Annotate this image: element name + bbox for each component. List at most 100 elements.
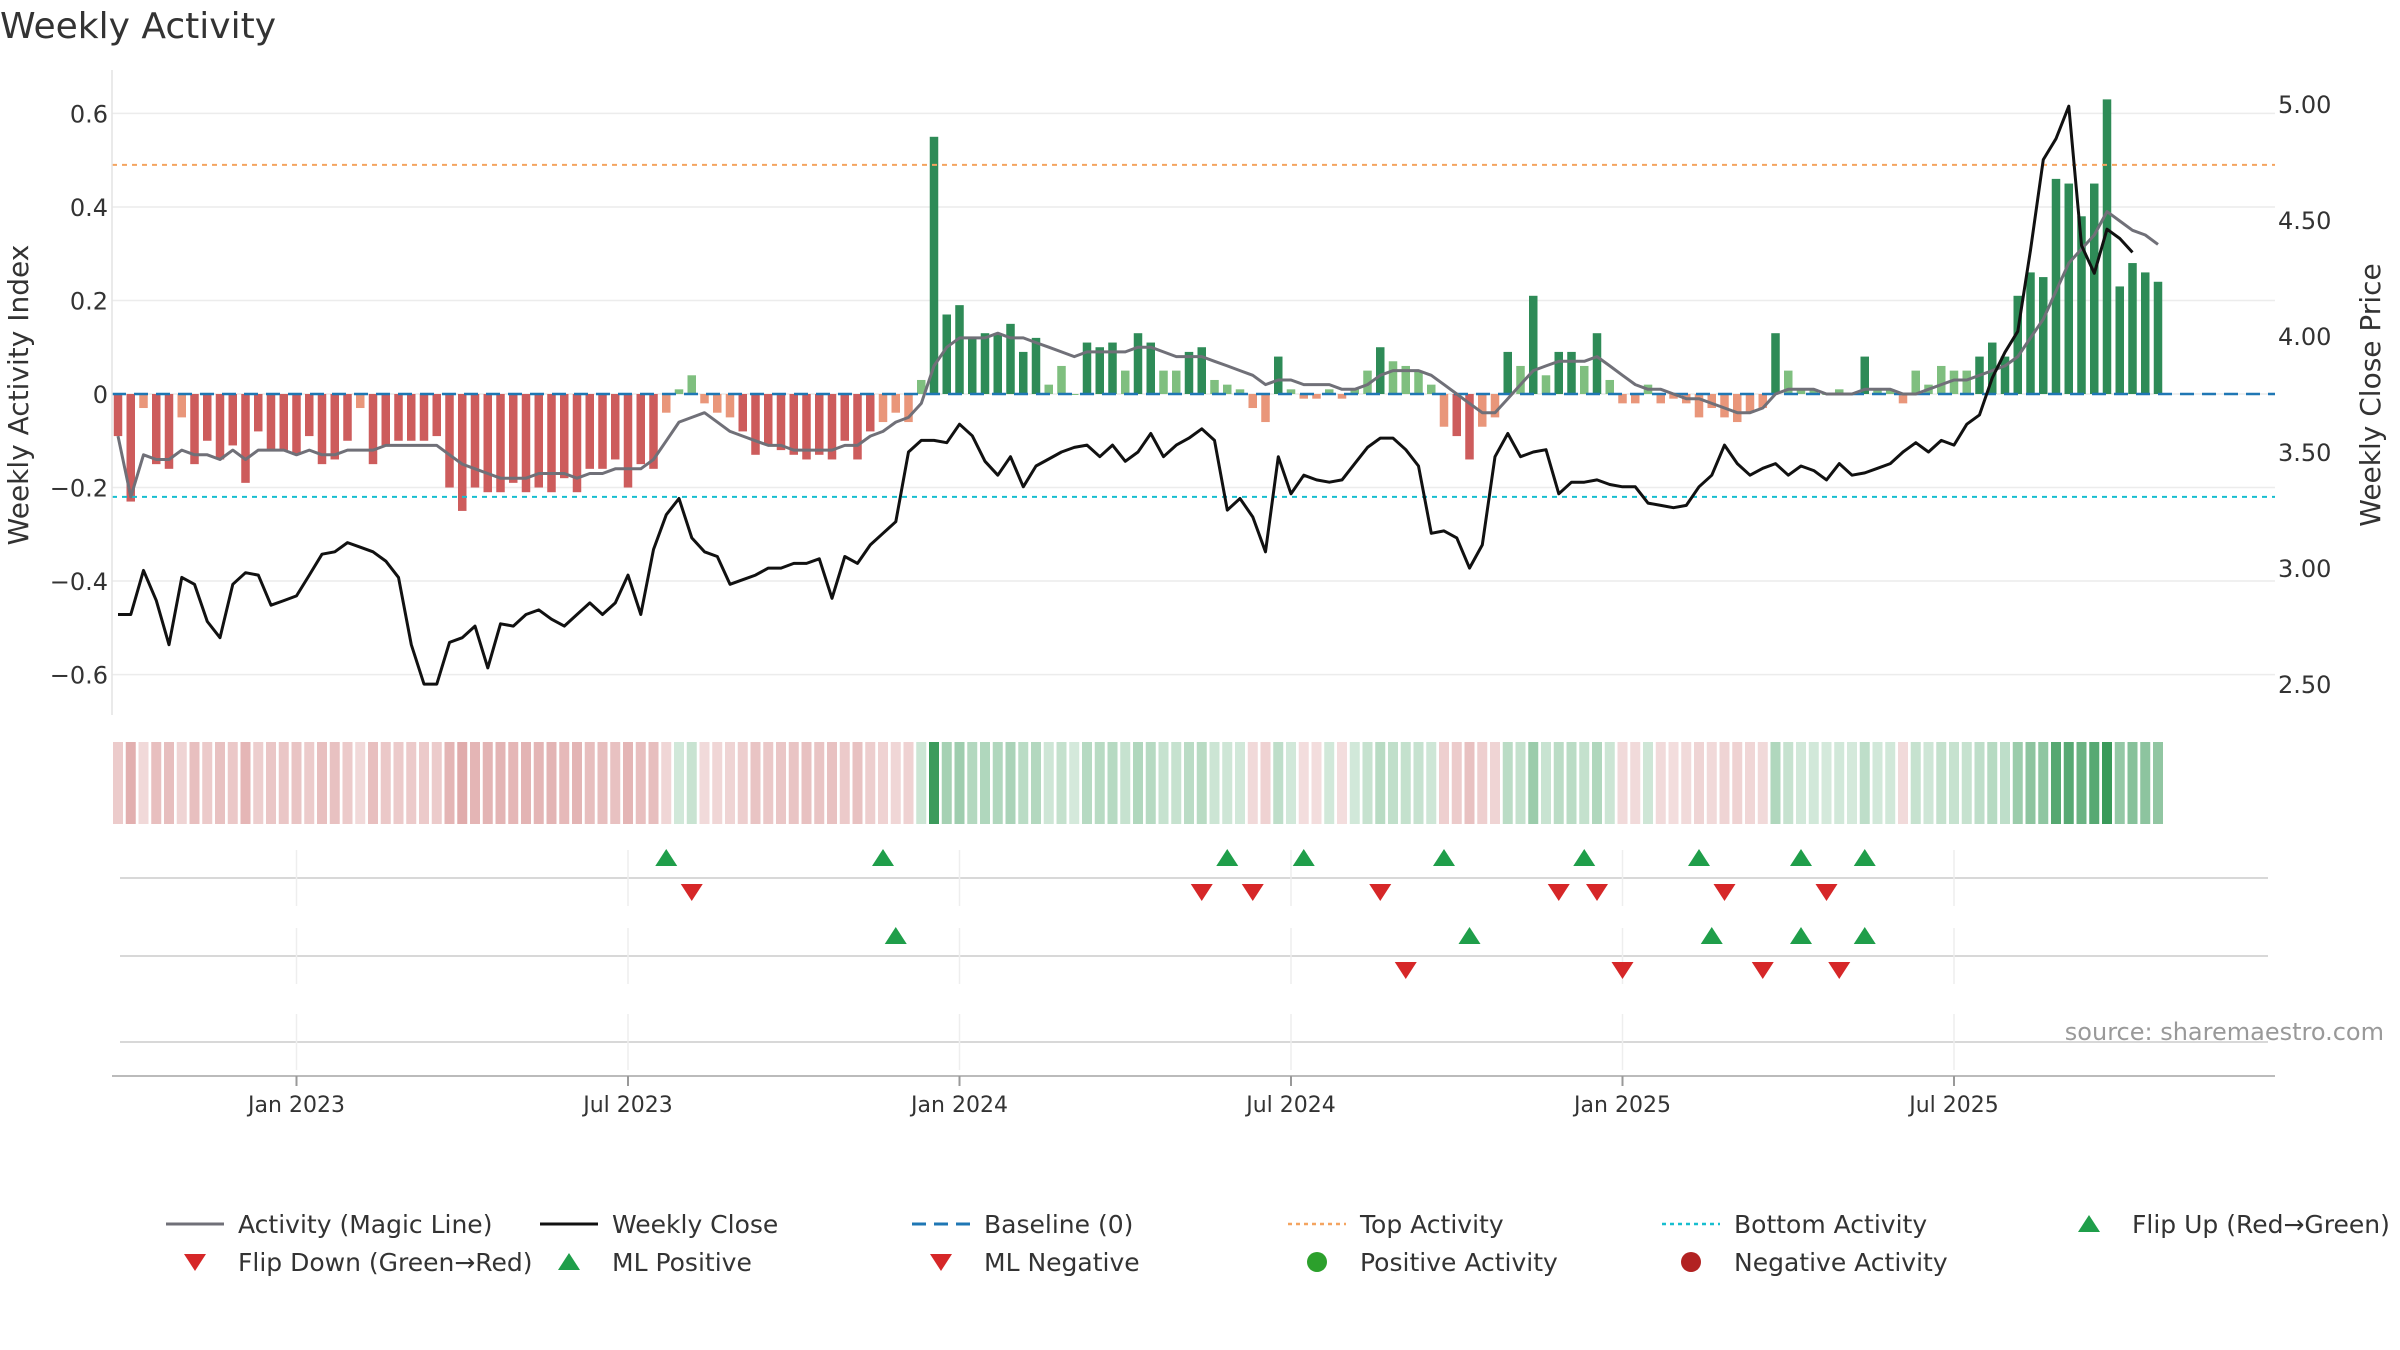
activity-bar	[789, 394, 798, 455]
activity-bar	[1312, 394, 1321, 399]
activity-bar	[483, 394, 492, 493]
activity-strip-cell	[2114, 742, 2125, 824]
activity-bar	[2064, 183, 2073, 394]
activity-bar	[215, 394, 225, 460]
activity-strip-cell	[1885, 742, 1896, 824]
activity-strip-cell	[2140, 742, 2151, 824]
activity-bar	[725, 394, 735, 418]
activity-bar	[1248, 394, 1257, 409]
activity-strip-cell	[329, 742, 340, 824]
activity-strip-cell	[1413, 742, 1424, 824]
x-tick-label: Jan 2024	[909, 1093, 1008, 1118]
activity-bar	[764, 394, 773, 446]
activity-strip-cell	[1987, 742, 1998, 824]
y-left-tick-label: 0.2	[70, 287, 108, 315]
activity-strip-cell	[546, 742, 557, 824]
activity-bar	[598, 394, 607, 469]
activity-strip-cell	[1043, 742, 1054, 824]
activity-strip-cell	[2076, 742, 2087, 824]
activity-bar	[1937, 365, 1946, 394]
activity-strip-cell	[1477, 742, 1488, 824]
activity-bar	[713, 394, 722, 413]
activity-bar	[1082, 342, 1092, 394]
activity-bar	[1337, 394, 1347, 399]
activity-strip-cell	[444, 742, 455, 824]
series-lines	[116, 104, 2159, 686]
y-left-tick-label: −0.4	[50, 568, 108, 596]
activity-bar	[381, 394, 390, 446]
activity-bar	[572, 394, 582, 493]
activity-strip-cell	[164, 742, 174, 824]
activity-strip-cell	[2051, 742, 2061, 824]
activity-bar	[1886, 389, 1895, 394]
activity-strip-cell	[1311, 742, 1322, 824]
activity-strip-cell	[623, 742, 633, 824]
activity-bar	[1210, 379, 1219, 394]
activity-strip-cell	[1757, 742, 1768, 824]
activity-strip-cell	[1719, 742, 1730, 824]
activity-bar	[343, 394, 352, 441]
activity-strip-cell	[929, 742, 939, 824]
activity-bar	[445, 394, 454, 488]
activity-strip-cell	[1502, 742, 1513, 824]
activity-strip-cell	[138, 742, 149, 824]
flip-up-marker	[872, 849, 894, 866]
activity-strip-cell	[699, 742, 710, 824]
activity-strip-cell	[737, 742, 748, 824]
flip-up-marker	[1216, 849, 1239, 866]
activity-bar	[1299, 394, 1308, 399]
x-axis: Jan 2023 Jul 2023 Jan 2024 Jul 2024 Jan 2025…	[112, 1075, 2275, 1118]
activity-strip-cell	[1426, 742, 1437, 824]
activity-bar	[356, 394, 365, 409]
activity-strip-cell	[725, 742, 735, 824]
activity-strip-cell	[1490, 742, 1500, 824]
activity-bar	[968, 337, 977, 394]
activity-strip-cell	[113, 742, 123, 824]
activity-strip-cell	[827, 742, 837, 824]
activity-bar	[560, 394, 569, 479]
y-right-tick-label: 3.50	[2278, 439, 2331, 467]
activity-bar	[802, 394, 811, 460]
activity-bar	[1733, 394, 1742, 423]
legend-label: Flip Up (Red→Green)	[2132, 1210, 2390, 1239]
activity-strip-cell	[1286, 742, 1296, 824]
activity-strip-cell	[1464, 742, 1475, 824]
x-tick-label: Jul 2024	[1244, 1093, 1336, 1118]
ml-positive-marker	[1853, 927, 1876, 944]
activity-strip-cell	[2063, 742, 2074, 824]
activity-strip-cell	[635, 742, 646, 824]
activity-strip-cell	[890, 742, 901, 824]
source-label: source: sharemaestro.com	[2065, 1018, 2384, 1046]
activity-bar	[1796, 389, 1806, 394]
legend-swatch	[184, 1254, 206, 1271]
activity-bar	[1962, 370, 1971, 394]
activity-bar	[1478, 394, 1487, 427]
ml-positive-marker	[1458, 927, 1481, 944]
activity-strip-cell	[1158, 742, 1169, 824]
ml-positive-marker	[1790, 927, 1812, 944]
activity-strip-cell	[1222, 742, 1233, 824]
activity-bar	[1631, 394, 1640, 404]
activity-strip-cell	[521, 742, 531, 824]
activity-strip-cell	[597, 742, 608, 824]
activity-strip-cell	[1898, 742, 1908, 824]
activity-strip-cell	[1847, 742, 1857, 824]
activity-bar	[891, 394, 900, 413]
activity-bar	[2102, 99, 2112, 394]
flip-down-marker	[1547, 884, 1570, 901]
activity-bar	[1108, 342, 1117, 394]
legend-label: Bottom Activity	[1734, 1210, 1927, 1239]
weekly-close-line	[118, 104, 2134, 686]
activity-bar	[942, 314, 951, 394]
y-left-tick-label: 0.4	[70, 194, 108, 222]
activity-bars	[113, 99, 2163, 511]
activity-strip-cell	[1324, 742, 1335, 824]
activity-strip-cell	[125, 742, 136, 824]
activity-bar	[1873, 389, 1882, 394]
activity-strip-cell	[1260, 742, 1271, 824]
activity-strip-cell	[368, 742, 378, 824]
activity-strip-cell	[763, 742, 774, 824]
activity-strip-cell	[304, 742, 315, 824]
activity-bar	[305, 394, 314, 437]
ml-positive-marker	[1700, 927, 1723, 944]
